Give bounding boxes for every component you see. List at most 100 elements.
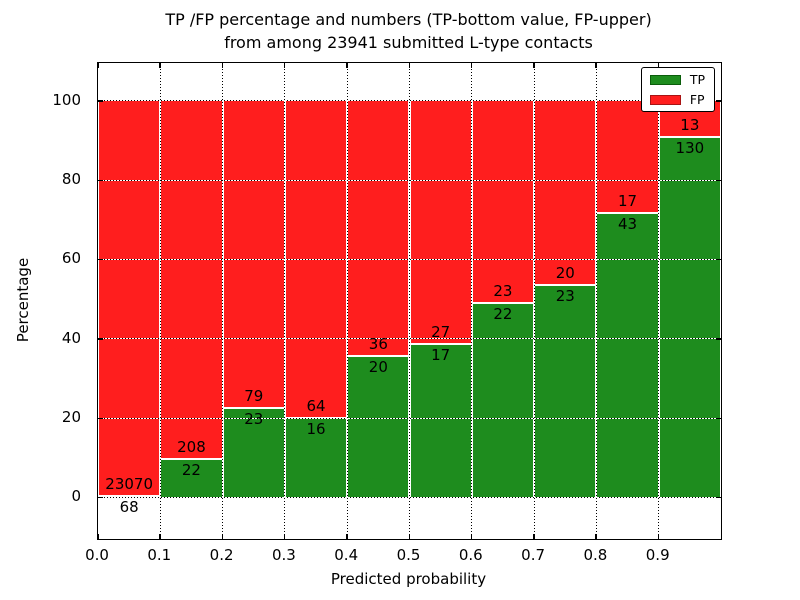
legend: TP FP bbox=[640, 67, 715, 112]
y-axis-tick bbox=[716, 100, 721, 102]
tp-count-label: 16 bbox=[306, 420, 326, 439]
y-tick-labels: 0 20 40 60 80 100 bbox=[0, 62, 90, 538]
tp-count-label: 17 bbox=[431, 346, 451, 365]
x-axis-tick bbox=[657, 534, 660, 539]
tp-count-label: 20 bbox=[368, 357, 388, 376]
x-axis-tick bbox=[533, 534, 535, 539]
x-axis-tick bbox=[657, 63, 660, 68]
y-tick-label: 40 bbox=[61, 328, 81, 347]
y-axis-tick bbox=[716, 496, 721, 499]
vertical-gridline bbox=[595, 63, 597, 539]
x-tick-label: 0.3 bbox=[271, 546, 296, 564]
fp-count-label: 27 bbox=[431, 323, 451, 342]
legend-entry-fp: FP bbox=[649, 92, 705, 107]
tp-bar-segment bbox=[284, 418, 348, 498]
fp-bar-segment bbox=[347, 100, 410, 356]
x-axis-tick bbox=[159, 534, 161, 539]
x-tick-label: 0.0 bbox=[85, 546, 109, 564]
fp-count-label: 79 bbox=[244, 386, 264, 405]
vertical-gridline bbox=[159, 63, 161, 539]
x-axis-tick bbox=[595, 63, 597, 68]
y-axis-tick bbox=[98, 258, 103, 261]
x-tick-label: 0.5 bbox=[396, 546, 421, 564]
x-axis-tick bbox=[533, 63, 535, 68]
bars-layer bbox=[98, 63, 721, 539]
tp-bar-segment bbox=[471, 303, 535, 498]
vertical-gridline bbox=[471, 63, 473, 539]
fp-count-label: 208 bbox=[177, 438, 206, 457]
y-axis-tick bbox=[98, 338, 103, 340]
tp-count-label: 130 bbox=[675, 138, 705, 157]
legend-label-fp: FP bbox=[689, 92, 705, 107]
fp-count-label: 17 bbox=[618, 192, 638, 211]
x-tick-label: 0.4 bbox=[334, 546, 359, 564]
tp-color-swatch bbox=[649, 74, 681, 85]
fp-count-label: 13 bbox=[680, 115, 700, 134]
fp-count-label: 20 bbox=[555, 264, 575, 283]
y-axis-tick bbox=[716, 258, 721, 261]
y-tick-label: 60 bbox=[61, 249, 81, 268]
tp-bar-segment bbox=[160, 459, 223, 498]
x-axis-tick bbox=[408, 534, 410, 539]
legend-label-tp: TP bbox=[689, 72, 705, 87]
tp-bar-segment bbox=[658, 136, 721, 498]
y-axis-tick bbox=[98, 496, 103, 499]
x-axis-tick bbox=[470, 63, 473, 68]
tp-bar-segment bbox=[98, 496, 161, 498]
x-axis-tick bbox=[159, 63, 161, 68]
fp-bar-segment bbox=[160, 100, 223, 460]
vertical-gridline bbox=[658, 63, 660, 539]
y-tick-label: 80 bbox=[61, 170, 81, 189]
x-tick-labels: 0.0 0.1 0.2 0.3 0.4 0.5 0.6 0.7 0.8 0.9 bbox=[85, 546, 720, 566]
tp-bar-segment bbox=[409, 344, 472, 498]
plot-area: 23070 68 208 22 79 23 64 16 36 20 27 17 23 22 20 23 17 43… bbox=[97, 62, 722, 540]
x-axis-tick bbox=[283, 63, 286, 68]
legend-entry-tp: TP bbox=[649, 72, 705, 87]
x-axis-tick bbox=[346, 534, 348, 539]
fp-bar-segment bbox=[596, 100, 659, 214]
x-tick-label: 0.8 bbox=[583, 546, 608, 564]
x-tick-label: 0.1 bbox=[147, 546, 172, 564]
x-tick-label: 0.7 bbox=[521, 546, 546, 564]
fp-bar-segment bbox=[98, 100, 161, 497]
y-tick-label: 20 bbox=[61, 408, 81, 427]
tp-count-label: 23 bbox=[244, 409, 264, 428]
x-axis-tick bbox=[97, 534, 99, 539]
x-axis-tick bbox=[595, 534, 597, 539]
x-axis-tick bbox=[346, 63, 348, 68]
y-axis-tick bbox=[98, 100, 103, 102]
x-axis-tick bbox=[408, 63, 410, 68]
x-axis-tick bbox=[470, 534, 473, 539]
chart-title-line2: from among 23941 submitted L-type contac… bbox=[224, 33, 593, 52]
tp-count-label: 22 bbox=[493, 305, 513, 324]
vertical-gridline bbox=[533, 63, 535, 539]
bar-labels-layer: 23070 68 208 22 79 23 64 16 36 20 27 17 23 22 20 23 17 43… bbox=[98, 63, 721, 539]
fp-bar-segment bbox=[222, 100, 285, 408]
y-axis-tick bbox=[716, 338, 721, 340]
tp-count-label: 23 bbox=[555, 287, 575, 306]
x-tick-label: 0.6 bbox=[458, 546, 483, 564]
x-axis-label: Predicted probability bbox=[330, 570, 487, 588]
tp-count-label: 22 bbox=[181, 461, 201, 480]
vertical-gridline bbox=[284, 63, 286, 539]
tp-bar-segment bbox=[222, 407, 285, 498]
fp-color-swatch bbox=[649, 94, 681, 105]
y-axis-tick bbox=[98, 179, 103, 182]
fp-bar-segment bbox=[471, 100, 535, 304]
tp-count-label: 43 bbox=[618, 215, 638, 234]
vertical-gridline bbox=[222, 63, 224, 539]
x-tick-label: 0.9 bbox=[645, 546, 670, 564]
vertical-gridline bbox=[409, 63, 410, 539]
tp-bar-segment bbox=[347, 355, 410, 498]
vertical-gridline bbox=[346, 63, 348, 539]
chart-title-line1: TP /FP percentage and numbers (TP-bottom… bbox=[165, 10, 652, 29]
y-tick-label: 0 bbox=[71, 487, 81, 506]
x-axis-tick bbox=[221, 534, 224, 539]
x-axis-tick bbox=[283, 534, 286, 539]
grid-layer bbox=[98, 63, 721, 539]
y-axis-tick bbox=[98, 417, 103, 420]
y-tick-label: 100 bbox=[52, 90, 81, 109]
axis-ticks-layer bbox=[97, 63, 721, 539]
fp-count-label: 64 bbox=[306, 397, 326, 416]
